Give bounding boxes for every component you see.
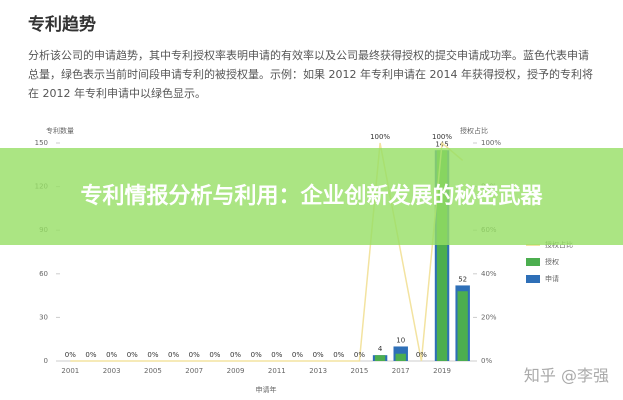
line-label: 0%	[168, 351, 179, 359]
line-label: 0%	[271, 351, 282, 359]
x-axis-title: 申请年	[256, 385, 277, 394]
bar-label: 4	[378, 345, 383, 353]
x-tick-label: 2013	[309, 367, 327, 375]
line-label: 0%	[189, 351, 200, 359]
line-label: 100%	[370, 133, 390, 141]
line-label: 0%	[313, 351, 324, 359]
line-label: 0%	[416, 351, 427, 359]
x-tick-label: 2007	[185, 367, 203, 375]
banner: 专利情报分析与利用：企业创新发展的秘密武器	[0, 148, 623, 245]
line-label: 0%	[292, 351, 303, 359]
line-label: 0%	[230, 351, 241, 359]
bar	[374, 355, 386, 361]
line-label: 100%	[432, 133, 452, 141]
y-tick-label: 30	[39, 313, 48, 321]
x-tick-label: 2011	[268, 367, 286, 375]
legend-swatch	[526, 258, 540, 266]
y2-tick-label: 40%	[481, 270, 497, 278]
description: 分析该公司的申请趋势，其中专利授权率表明申请的有效率以及公司最终获得授权的提交申…	[28, 49, 593, 100]
legend-label: 授权	[545, 257, 559, 266]
watermark: 知乎 @李强	[523, 366, 609, 385]
y2-tick-label: 0%	[481, 357, 492, 365]
y-tick-label: 60	[39, 270, 48, 278]
line-label: 0%	[251, 351, 262, 359]
legend-swatch	[526, 275, 540, 283]
x-tick-label: 2001	[61, 367, 79, 375]
line-label: 0%	[106, 351, 117, 359]
x-tick-label: 2015	[351, 367, 369, 375]
bar	[436, 150, 448, 361]
y-tick-label: 0	[44, 357, 48, 365]
x-tick-label: 2009	[227, 367, 245, 375]
x-tick-label: 2017	[392, 367, 410, 375]
x-tick-label: 2019	[433, 367, 451, 375]
bar	[457, 291, 468, 361]
line-label: 0%	[65, 351, 76, 359]
line-label: 0%	[333, 351, 344, 359]
legend-label: 申请	[545, 274, 559, 283]
banner-text: 专利情报分析与利用：企业创新发展的秘密武器	[80, 183, 543, 209]
page-title: 专利趋势	[28, 15, 96, 35]
line-label: 0%	[354, 351, 365, 359]
y2-tick-label: 100%	[481, 139, 501, 147]
y2-tick-label: 20%	[481, 313, 497, 321]
line-label: 0%	[85, 351, 96, 359]
y-tick-label: 150	[35, 139, 48, 147]
line-label: 0%	[147, 351, 158, 359]
line-label: 0%	[127, 351, 138, 359]
bar	[395, 353, 406, 361]
y2-axis-title: 授权占比	[460, 126, 488, 135]
x-tick-label: 2005	[144, 367, 162, 375]
bar-label: 10	[396, 336, 405, 344]
y-axis-title: 专利数量	[46, 126, 74, 135]
line-label: 0%	[209, 351, 220, 359]
x-tick-label: 2003	[103, 367, 121, 375]
bar-label: 52	[458, 275, 467, 283]
